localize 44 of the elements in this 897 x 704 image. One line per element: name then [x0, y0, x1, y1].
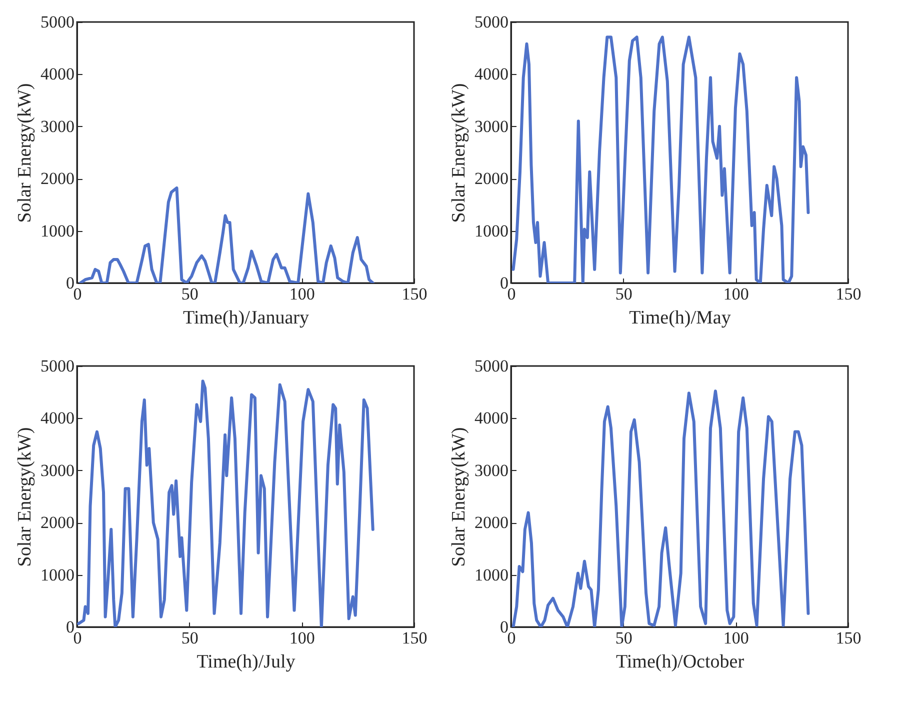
y-tick-label: 1000	[474, 221, 508, 240]
y-tick-label: 4000	[474, 408, 508, 428]
x-tick-label: 100	[289, 628, 315, 648]
y-axis-title: Solar Energy(kW)	[448, 427, 470, 567]
y-tick-label: 5000	[40, 356, 74, 376]
line-series	[77, 380, 374, 627]
x-tick-label: 150	[402, 628, 428, 648]
line-series	[512, 36, 810, 283]
x-tick-label: 150	[836, 628, 862, 648]
x-tick-label: 150	[836, 284, 862, 304]
line-series	[78, 186, 374, 283]
x-axis-title: Time(h)/July	[196, 652, 296, 672]
y-axis-title: Solar Energy(kW)	[14, 83, 36, 223]
x-tick-label: 50	[615, 284, 632, 304]
y-tick-label: 5000	[40, 12, 74, 32]
x-tick-label: 100	[723, 284, 749, 304]
y-axis-title: Solar Energy(kW)	[14, 427, 36, 567]
y-tick-label: 3000	[40, 460, 74, 480]
y-tick-label: 3000	[40, 116, 74, 136]
line-series	[512, 390, 810, 627]
x-tick-label: 100	[723, 628, 749, 648]
y-tick-label: 2000	[474, 169, 508, 188]
y-tick-label: 2000	[474, 513, 508, 532]
x-tick-label: 50	[181, 284, 198, 304]
y-tick-label: 2000	[40, 513, 74, 532]
x-tick-label: 100	[289, 284, 315, 304]
x-tick-label: 50	[615, 628, 632, 648]
y-tick-label: 5000	[474, 356, 508, 376]
x-tick-label: 50	[181, 628, 198, 648]
y-tick-label: 5000	[474, 12, 508, 32]
y-axis-title: Solar Energy(kW)	[448, 83, 470, 223]
y-tick-label: 1000	[474, 565, 508, 584]
y-tick-label: 4000	[40, 64, 74, 84]
y-tick-label: 1000	[40, 221, 74, 240]
x-tick-label: 150	[402, 284, 428, 304]
y-tick-label: 1000	[40, 565, 74, 584]
x-axis-title: Time(h)/May	[629, 308, 732, 328]
y-tick-label: 3000	[474, 116, 508, 136]
y-tick-label: 4000	[474, 64, 508, 84]
x-axis-title: Time(h)/October	[616, 652, 745, 672]
y-tick-label: 3000	[474, 460, 508, 480]
y-tick-label: 4000	[40, 408, 74, 428]
x-axis-title: Time(h)/January	[183, 308, 310, 328]
y-tick-label: 2000	[40, 169, 74, 188]
